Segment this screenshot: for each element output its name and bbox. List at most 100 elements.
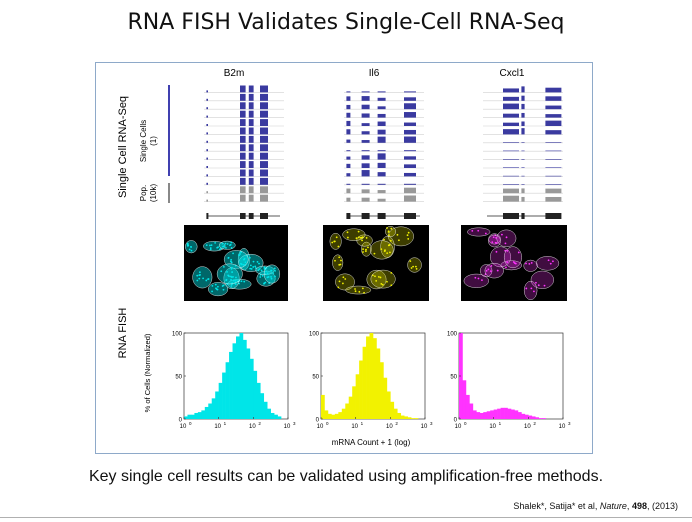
track-exon bbox=[521, 159, 525, 160]
mrna-spot bbox=[342, 276, 345, 279]
track-exon bbox=[521, 196, 525, 202]
mrna-spot bbox=[528, 262, 531, 265]
mrna-spot bbox=[211, 285, 214, 287]
y-tick-label: 0 bbox=[179, 418, 183, 424]
mrna-spot bbox=[258, 262, 260, 265]
track-exon bbox=[260, 93, 268, 101]
mrna-spot bbox=[257, 269, 260, 272]
track-exon bbox=[545, 150, 562, 152]
track-exon bbox=[248, 93, 254, 101]
mrna-spot bbox=[216, 288, 219, 291]
track-exon bbox=[206, 140, 208, 143]
histogram-bar bbox=[338, 412, 343, 419]
histogram-bar bbox=[362, 346, 367, 419]
track-exon bbox=[545, 159, 562, 160]
track-exon bbox=[404, 195, 416, 202]
histogram-bar bbox=[256, 382, 261, 419]
x-tick-exponent: 3 bbox=[430, 421, 433, 426]
histogram-frame bbox=[458, 332, 564, 420]
track-exon bbox=[260, 169, 268, 177]
x-tick-exponent: 1 bbox=[499, 421, 502, 426]
mrna-spot bbox=[477, 229, 480, 232]
y-tick-label: 0 bbox=[316, 418, 320, 424]
track-exon bbox=[248, 102, 254, 110]
mrna-spot bbox=[227, 274, 230, 277]
gene-model-exon bbox=[346, 213, 351, 219]
x-tick-exponent: 0 bbox=[189, 421, 192, 426]
slide-caption: Key single cell results can be validated… bbox=[88, 468, 604, 485]
mrna-spot bbox=[199, 273, 201, 276]
figure-labels: B2m Il6 Cxcl1 Single Cell RNA-Seq Single… bbox=[117, 68, 525, 447]
mrna-spot bbox=[270, 269, 272, 272]
mrna-spot bbox=[249, 267, 252, 270]
mrna-spot bbox=[263, 282, 265, 285]
track-exon bbox=[503, 188, 519, 194]
mrna-spot bbox=[265, 270, 267, 273]
mrna-spot bbox=[359, 236, 362, 239]
mrna-spot bbox=[234, 280, 237, 282]
x-tick-label: 10 bbox=[214, 424, 221, 430]
mrna-spot bbox=[202, 277, 204, 280]
citation-sep: , bbox=[626, 501, 632, 511]
hist-ylabel: % of Cells (Normalized) bbox=[143, 333, 152, 412]
histogram-bar bbox=[331, 414, 336, 419]
mrna-spot bbox=[207, 278, 210, 280]
mrna-spot bbox=[209, 247, 212, 249]
mrna-spot bbox=[337, 286, 340, 289]
mrna-spot bbox=[406, 234, 409, 237]
mrna-spot bbox=[227, 257, 230, 259]
mrna-spot bbox=[344, 278, 347, 280]
mrna-spot bbox=[222, 284, 225, 287]
histogram-bar bbox=[393, 408, 398, 419]
track-exon bbox=[240, 169, 246, 177]
cell-outline bbox=[385, 225, 396, 238]
mrna-spot bbox=[543, 284, 546, 287]
mrna-spot bbox=[211, 290, 213, 293]
mrna-spot bbox=[334, 259, 336, 262]
mrna-spot bbox=[512, 261, 515, 263]
mrna-spot bbox=[267, 276, 270, 278]
track-exon bbox=[503, 129, 519, 135]
track-exon bbox=[240, 194, 246, 202]
track-exon bbox=[248, 194, 254, 202]
histogram-bar bbox=[462, 380, 467, 419]
mrna-spot bbox=[383, 250, 386, 253]
track-exon bbox=[377, 150, 386, 152]
mrna-spot bbox=[547, 259, 550, 262]
track-exon bbox=[346, 139, 351, 143]
track-exon bbox=[545, 184, 562, 185]
cell-outline bbox=[467, 227, 491, 237]
mrna-spot bbox=[517, 251, 520, 254]
track-exon bbox=[545, 130, 562, 135]
track-exon bbox=[240, 177, 246, 185]
track-exon bbox=[404, 97, 416, 101]
histogram-bar bbox=[321, 394, 325, 419]
mrna-spot bbox=[525, 262, 527, 265]
mrna-spot bbox=[249, 264, 252, 267]
x-tick-label: 10 bbox=[421, 424, 428, 430]
mrna-spot bbox=[530, 262, 533, 264]
mrna-spot bbox=[335, 236, 338, 239]
x-tick-label: 10 bbox=[351, 424, 358, 430]
x-tick-exponent: 1 bbox=[224, 421, 227, 426]
track-exon bbox=[545, 120, 562, 126]
histogram-bar bbox=[528, 415, 533, 419]
track-exon bbox=[521, 112, 525, 118]
mrna-spot bbox=[387, 230, 390, 233]
histogram-bar bbox=[397, 412, 402, 419]
track-exon bbox=[361, 91, 370, 93]
mrna-spot bbox=[198, 271, 201, 274]
track-exon bbox=[503, 195, 519, 202]
mrna-spot bbox=[474, 276, 477, 279]
mrna-spot bbox=[355, 237, 358, 240]
mrna-spot bbox=[205, 244, 208, 247]
mrna-spot bbox=[274, 275, 276, 278]
mrna-spot bbox=[358, 290, 361, 293]
y-tick-label: 50 bbox=[312, 375, 319, 381]
track-exon bbox=[346, 163, 351, 168]
track-exon bbox=[346, 120, 351, 126]
mrna-spot bbox=[362, 248, 364, 251]
mrna-spot bbox=[274, 269, 276, 272]
mrna-spot bbox=[232, 279, 235, 282]
